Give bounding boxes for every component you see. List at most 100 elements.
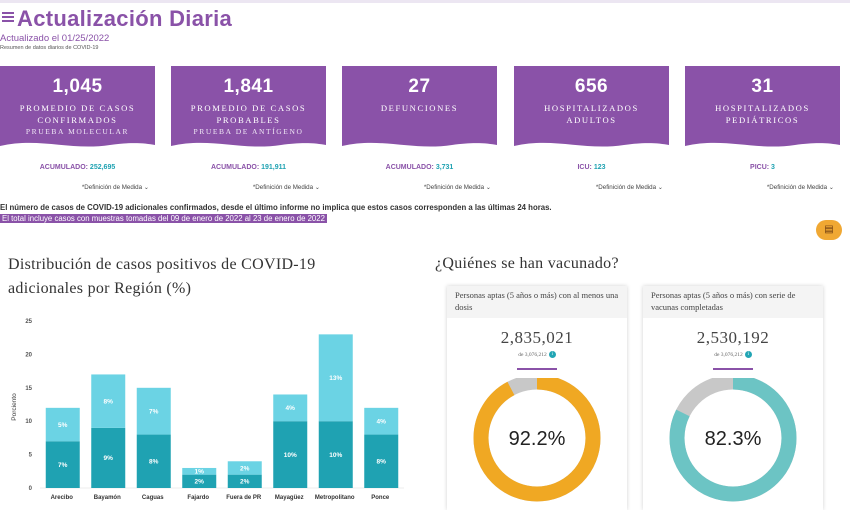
card-label: HOSPITALIZADOS (715, 103, 810, 113)
card-label: PROBABLES (216, 115, 281, 125)
bar-segment (227, 474, 262, 488)
card-label: DEFUNCIONES (380, 103, 459, 113)
regional-chart-title: Distribución de casos positivos de COVID… (8, 256, 316, 297)
card-sublabel: PRUEBA MOLECULAR (25, 127, 130, 136)
bar-segment (136, 434, 171, 488)
card-pediatric-hospitalized: 31 HOSPITALIZADOS PEDIÁTRICOS PICU: 3 *D… (685, 66, 840, 194)
card-wave (171, 142, 326, 152)
regional-bar-chart: 0 5 10 15 20 25 Porciento 7% 5% Arecibo 9% 8% Bayamó… (11, 319, 404, 501)
card-accumulated: PICU: 3 (750, 164, 775, 171)
vaccine-card-complete-series: Personas aptas (5 años o más) con serie … (643, 286, 823, 510)
card-accumulated: ICU: 123 (577, 164, 606, 171)
bar-data-label: 7% (149, 408, 159, 415)
card-wave (0, 142, 155, 152)
measure-definition-toggle[interactable]: *Definición de Medida ⌄ (252, 184, 320, 191)
chevron-down-icon: ⌄ (314, 184, 320, 191)
bar-data-label: 7% (58, 462, 68, 469)
y-tick-label: 10 (25, 419, 32, 425)
card-sublabel: PRUEBA DE ANTÍGENO (193, 127, 304, 136)
page-subtitle: Resumen de datos diarios de COVID-19 (0, 45, 99, 51)
card-label: HOSPITALIZADOS (544, 103, 639, 113)
measure-definition-toggle[interactable]: *Definición de Medida ⌄ (595, 184, 663, 191)
card-label: PROMEDIO DE CASOS (190, 103, 307, 113)
vaccine-card-header: Personas aptas (5 años o más) con al men… (447, 286, 627, 318)
card-value: 27 (408, 76, 431, 97)
bar-segment (91, 374, 126, 428)
card-value: 1,045 (52, 76, 103, 97)
measure-definition-toggle[interactable]: *Definición de Medida ⌄ (766, 184, 834, 191)
card-accumulated: ACUMULADO: 252,695 (39, 164, 116, 171)
card-value: 31 (751, 76, 774, 97)
card-probable-cases: 1,841 PROMEDIO DE CASOS PROBABLES PRUEBA… (171, 66, 326, 194)
x-tick-label: Fajardo (187, 495, 209, 501)
bar-segment (364, 407, 399, 435)
card-value: 1,841 (223, 76, 274, 97)
card-wave (685, 142, 840, 152)
x-tick-label: Caguas (142, 495, 164, 501)
chevron-down-icon: ⌄ (828, 184, 834, 191)
card-header: 1,841 PROMEDIO DE CASOS PROBABLES PRUEBA… (171, 66, 326, 152)
x-tick-label: Ponce (371, 495, 390, 501)
y-tick-label: 25 (25, 319, 32, 325)
info-icon[interactable]: i (548, 351, 556, 358)
bar-data-label: 13% (329, 375, 342, 382)
vaccine-card-one-dose: Personas aptas (5 años o más) con al men… (447, 286, 627, 510)
measure-definition-toggle[interactable]: *Definición de Medida ⌄ (423, 184, 491, 191)
chevron-down-icon: ⌄ (485, 184, 491, 191)
y-tick-label: 20 (25, 352, 32, 358)
card-accumulated: ACUMULADO: 191,911 (210, 164, 287, 171)
card-wave (514, 142, 669, 152)
card-header: 656 HOSPITALIZADOS ADULTOS (514, 66, 669, 152)
x-tick-label: Arecibo (51, 495, 74, 501)
sample-dates-note: El total incluye casos con muestras toma… (0, 214, 327, 223)
report-icon[interactable]: ▤ (816, 220, 842, 240)
bar-data-label: 5% (58, 422, 68, 429)
bar-data-label: 1% (195, 469, 205, 476)
y-axis-label: Porciento (11, 393, 18, 421)
bar-segment (318, 421, 353, 488)
card-label: PEDIÁTRICOS (725, 115, 800, 125)
y-tick-label: 0 (29, 486, 33, 492)
card-confirmed-cases: 1,045 PROMEDIO DE CASOS CONFIRMADOS PRUE… (0, 66, 155, 194)
vaccine-count: 2,835,021 (500, 328, 574, 347)
cases-note: El número de casos de COVID-19 adicional… (0, 203, 552, 212)
vaccine-count: 2,530,192 (696, 328, 770, 347)
card-header: 27 DEFUNCIONES (342, 66, 497, 152)
bar-data-label: 8% (149, 459, 159, 466)
vaccine-donut-chart: 92.2% (473, 378, 601, 502)
bar-data-label: 9% (104, 455, 114, 462)
bar-data-label: 10% (284, 452, 297, 459)
bar-segment (227, 461, 262, 475)
chevron-down-icon: ⌄ (143, 184, 149, 191)
page-title: Actualización Diaria (17, 6, 233, 31)
bar-data-label: 2% (240, 479, 250, 486)
bar-segment (136, 387, 171, 435)
card-label: CONFIRMADOS (37, 115, 118, 125)
measure-definition-toggle[interactable]: *Definición de Medida ⌄ (81, 184, 149, 191)
info-icon[interactable]: i (744, 351, 752, 358)
vaccine-donut-chart: 82.3% (669, 378, 797, 502)
y-tick-label: 15 (25, 386, 32, 392)
card-header: 1,045 PROMEDIO DE CASOS CONFIRMADOS PRUE… (0, 66, 155, 152)
card-label: ADULTOS (566, 115, 617, 125)
y-tick-label: 5 (29, 453, 33, 459)
bar-segment (318, 334, 353, 422)
divider (517, 368, 557, 370)
menu-icon[interactable] (2, 12, 14, 26)
donut-percent-label: 92.2% (509, 428, 566, 450)
x-tick-label: Bayamón (94, 495, 121, 501)
bar-data-label: 10% (329, 452, 342, 459)
vaccine-card-header: Personas aptas (5 años o más) con serie … (643, 286, 823, 318)
bar-data-label: 8% (377, 459, 387, 466)
card-label: PROMEDIO DE CASOS (19, 103, 136, 113)
card-accumulated: ACUMULADO: 3,731 (385, 164, 454, 171)
bar-data-label: 4% (286, 405, 296, 412)
x-tick-label: Metropolitano (315, 495, 355, 501)
donut-percent-label: 82.3% (705, 428, 762, 450)
card-adult-hospitalized: 656 HOSPITALIZADOS ADULTOS ICU: 123 *Def… (514, 66, 669, 194)
donut-value-arc (473, 378, 601, 502)
bar-segment (182, 467, 217, 475)
bar-segment (45, 407, 80, 442)
updated-date: Actualizado el 01/25/2022 (0, 33, 110, 44)
bar-data-label: 2% (195, 479, 205, 486)
